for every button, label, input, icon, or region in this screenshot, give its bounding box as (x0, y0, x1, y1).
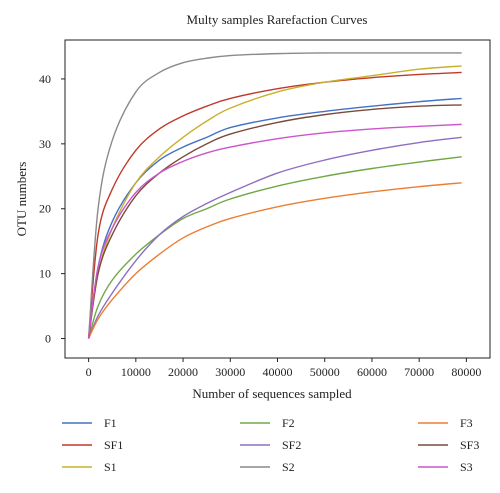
legend-label: F1 (104, 416, 117, 430)
y-tick-label: 40 (39, 72, 51, 86)
legend: F1 SF1 S1 F2 SF2 S2 F3 SF3 S3 (62, 416, 479, 474)
x-tick-label: 60000 (357, 365, 387, 379)
series-line-sf2 (87, 136, 462, 339)
x-tick-label: 30000 (215, 365, 245, 379)
y-tick-label: 0 (45, 332, 51, 346)
y-tick-label: 10 (39, 267, 51, 281)
x-axis-label: Number of sequences sampled (192, 386, 352, 401)
series-line-sf3 (87, 104, 462, 339)
series-lines (87, 52, 462, 339)
y-axis: 0 10 20 30 40 (39, 72, 65, 346)
legend-label: F2 (282, 416, 295, 430)
series-line-f2 (87, 156, 462, 339)
series-line-f3 (87, 182, 462, 339)
y-tick-label: 20 (39, 202, 51, 216)
x-tick-label: 70000 (404, 365, 434, 379)
x-tick-label: 10000 (121, 365, 151, 379)
legend-label: SF2 (282, 438, 301, 452)
y-tick-label: 30 (39, 137, 51, 151)
y-axis-label: OTU numbers (14, 162, 29, 237)
x-tick-label: 40000 (263, 365, 293, 379)
legend-label: SF1 (104, 438, 123, 452)
x-tick-label: 0 (86, 365, 92, 379)
x-axis: 0 10000 20000 30000 40000 50000 60000 70000 8000… (86, 358, 481, 379)
x-tick-label: 80000 (451, 365, 481, 379)
plot-frame (64, 39, 491, 359)
legend-label: S2 (282, 460, 295, 474)
x-tick-label: 50000 (310, 365, 340, 379)
legend-label: S3 (460, 460, 473, 474)
series-line-sf1 (87, 71, 462, 339)
series-line-f1 (87, 97, 462, 339)
x-tick-label: 20000 (168, 365, 198, 379)
series-line-s2 (87, 52, 462, 339)
legend-label: F3 (460, 416, 473, 430)
series-line-s3 (87, 123, 462, 339)
legend-label: SF3 (460, 438, 479, 452)
chart-title: Multy samples Rarefaction Curves (187, 12, 368, 27)
legend-label: S1 (104, 460, 117, 474)
